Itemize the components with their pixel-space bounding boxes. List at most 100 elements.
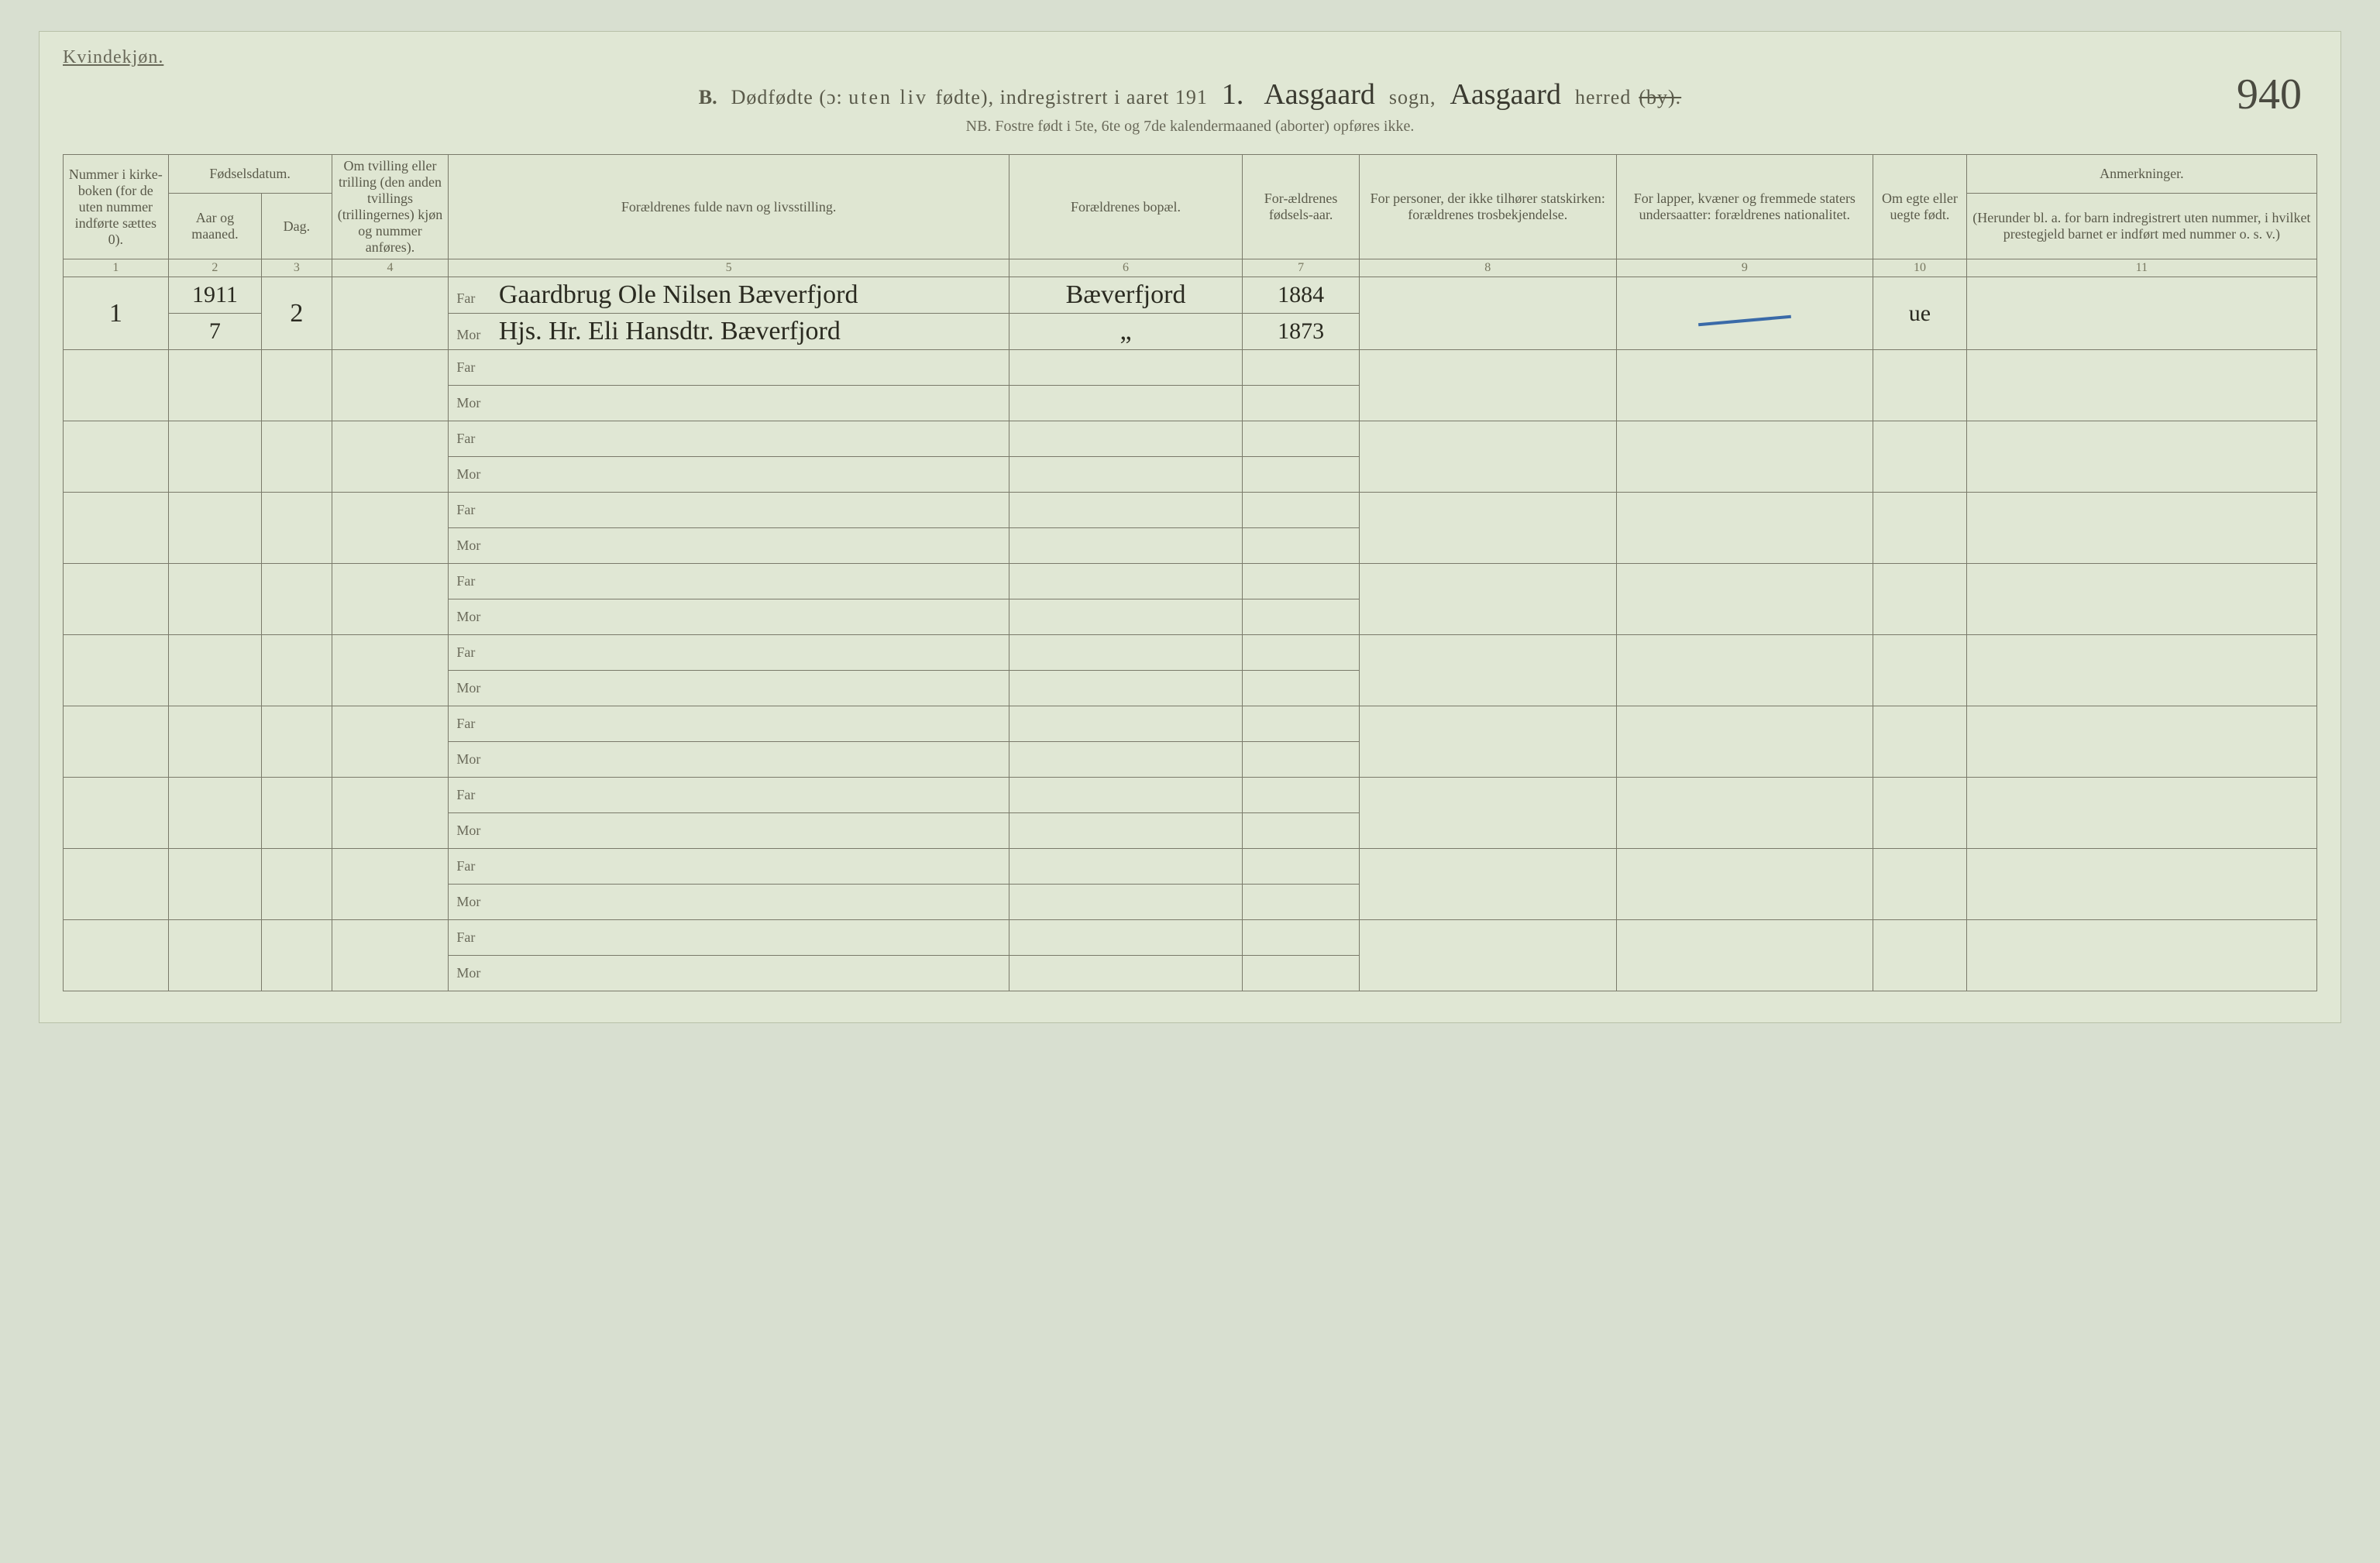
hdr-tvilling: Om tvilling eller trilling (den anden tv… [332, 155, 449, 259]
entry-row-far: 1 1911 2 Far Gaardbrug Ole Nilsen Bæverf… [64, 277, 2317, 314]
mor-label: Mor [456, 538, 495, 554]
entry-day: 2 [262, 277, 332, 350]
hdr-foraeldre-navn: Forældrenes fulde navn og livsstilling. [449, 155, 1009, 259]
entry-far-name-cell: Far Gaardbrug Ole Nilsen Bæverfjord [449, 277, 1009, 314]
entry-far-year: 1884 [1243, 277, 1360, 314]
hdr-nationalitet: For lapper, kvæner og fremmede staters u… [1616, 155, 1873, 259]
empty-row: Far [64, 350, 2317, 386]
entry-day-hw: 2 [290, 299, 303, 328]
blue-pencil-mark [1698, 315, 1791, 326]
title-text-spaced: uten liv [848, 86, 935, 108]
title-prefix: B. [699, 86, 717, 109]
colnum-3: 3 [262, 259, 332, 277]
far-label: Far [456, 787, 495, 803]
far-label: Far [456, 573, 495, 589]
gender-label: Kvindekjøn. [63, 47, 2317, 68]
title-text-a: Dødfødte (ɔ: [731, 86, 843, 108]
entry-bopel-mor: „ [1009, 314, 1242, 350]
colnum-7: 7 [1243, 259, 1360, 277]
entry-mor-name-cell: Mor Hjs. Hr. Eli Hansdtr. Bæverfjord [449, 314, 1009, 350]
register-page: Kvindekjøn. B. Dødfødte (ɔ: uten liv fød… [39, 31, 2341, 1023]
far-label: Far [456, 716, 495, 732]
sogn-hw: Aasgaard [1257, 77, 1381, 112]
hdr-anmerk-top: Anmerkninger. [1966, 155, 2316, 194]
mor-label: Mor [456, 609, 495, 625]
colnum-6: 6 [1009, 259, 1242, 277]
herred-struck: (by). [1639, 86, 1681, 109]
mor-label: Mor [456, 466, 495, 483]
entry-year-hw: 1911 [192, 282, 238, 307]
empty-row: Far [64, 421, 2317, 457]
hdr-anmerk-sub: (Herunder bl. a. for barn indregistrert … [1966, 194, 2316, 259]
entry-mor-name: Hjs. Hr. Eli Hansdtr. Bæverfjord [499, 317, 841, 345]
colnum-5: 5 [449, 259, 1009, 277]
far-label: Far [456, 431, 495, 447]
mor-label: Mor [456, 680, 495, 696]
colnum-11: 11 [1966, 259, 2316, 277]
mor-label: Mor [456, 965, 495, 981]
entry-nat [1616, 277, 1873, 350]
empty-row: Far [64, 493, 2317, 528]
mor-label: Mor [456, 751, 495, 768]
colnum-10: 10 [1873, 259, 1967, 277]
table-body: 1 1911 2 Far Gaardbrug Ole Nilsen Bæverf… [64, 277, 2317, 991]
entry-bopel-far-hw: Bæverfjord [1066, 280, 1186, 309]
far-label: Far [456, 929, 495, 946]
mor-label: Mor [456, 823, 495, 839]
sogn-label: sogn, [1389, 86, 1436, 109]
herred-label: herred [1575, 86, 1631, 109]
colnum-4: 4 [332, 259, 449, 277]
register-table: Nummer i kirke-boken (for de uten nummer… [63, 154, 2317, 991]
entry-far-year-hw: 1884 [1278, 282, 1324, 307]
colnum-1: 1 [64, 259, 169, 277]
entry-bopel-far: Bæverfjord [1009, 277, 1242, 314]
hdr-dag: Dag. [262, 194, 332, 259]
entry-tvilling [332, 277, 449, 350]
entry-egte: ue [1873, 277, 1967, 350]
colnum-2: 2 [168, 259, 262, 277]
entry-month-hw: 7 [209, 318, 221, 344]
entry-mor-year: 1873 [1243, 314, 1360, 350]
hdr-bopael: Forældrenes bopæl. [1009, 155, 1242, 259]
entry-far-name: Gaardbrug Ole Nilsen Bæverfjord [499, 280, 858, 309]
far-label: Far [456, 359, 495, 376]
mor-label: Mor [456, 395, 495, 411]
hdr-tros: For personer, der ikke tilhører statskir… [1359, 155, 1616, 259]
column-number-row: 1 2 3 4 5 6 7 8 9 10 11 [64, 259, 2317, 277]
far-label: Far [456, 858, 495, 874]
page-number: 940 [2237, 70, 2302, 119]
far-label: Far [456, 290, 495, 307]
hdr-fodselsaar: For-ældrenes fødsels-aar. [1243, 155, 1360, 259]
entry-num-hw: 1 [109, 299, 122, 328]
entry-month: 7 [168, 314, 262, 350]
title-text: Dødfødte (ɔ: uten liv fødte), indregistr… [731, 86, 1208, 109]
far-label: Far [456, 502, 495, 518]
entry-bopel-mor-hw: „ [1120, 317, 1132, 345]
empty-row: Far [64, 564, 2317, 599]
empty-row: Far [64, 849, 2317, 885]
colnum-8: 8 [1359, 259, 1616, 277]
entry-egte-hw: ue [1909, 301, 1931, 326]
year-suffix-hw: 1. [1216, 77, 1250, 112]
hdr-fodselsdatum: Fødselsdatum. [168, 155, 332, 194]
entry-tros [1359, 277, 1616, 350]
colnum-9: 9 [1616, 259, 1873, 277]
entry-num: 1 [64, 277, 169, 350]
mor-label: Mor [456, 894, 495, 910]
empty-row: Far [64, 920, 2317, 956]
empty-row: Far [64, 706, 2317, 742]
hdr-aar-maaned: Aar og maaned. [168, 194, 262, 259]
herred-hw: Aasgaard [1443, 77, 1567, 112]
mor-label: Mor [456, 327, 495, 343]
entry-anmerk [1966, 277, 2316, 350]
title-text-b: fødte), indregistrert i aaret 191 [935, 86, 1207, 108]
entry-year: 1911 [168, 277, 262, 314]
subtitle: NB. Fostre født i 5te, 6te og 7de kalend… [63, 118, 2317, 136]
far-label: Far [456, 644, 495, 661]
empty-row: Far [64, 778, 2317, 813]
empty-row: Far [64, 635, 2317, 671]
page-title-row: B. Dødfødte (ɔ: uten liv fødte), indregi… [63, 77, 2317, 112]
entry-mor-year-hw: 1873 [1278, 318, 1324, 344]
hdr-nummer: Nummer i kirke-boken (for de uten nummer… [64, 155, 169, 259]
header-row-1: Nummer i kirke-boken (for de uten nummer… [64, 155, 2317, 194]
